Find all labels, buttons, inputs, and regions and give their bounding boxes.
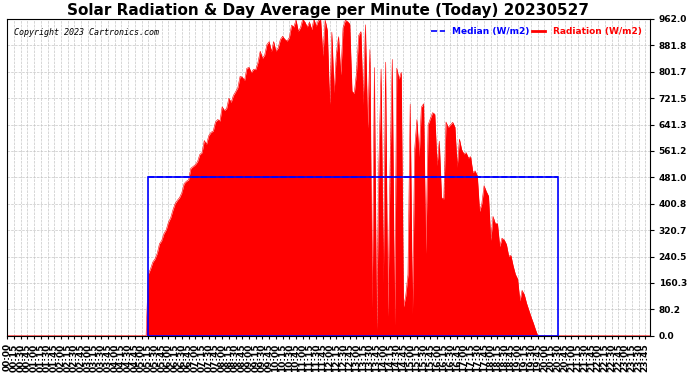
Title: Solar Radiation & Day Average per Minute (Today) 20230527: Solar Radiation & Day Average per Minute… [68,3,589,18]
Text: Copyright 2023 Cartronics.com: Copyright 2023 Cartronics.com [14,28,159,38]
Legend: Median (W/m2), Radiation (W/m2): Median (W/m2), Radiation (W/m2) [428,24,645,40]
Bar [148,177,558,336]
